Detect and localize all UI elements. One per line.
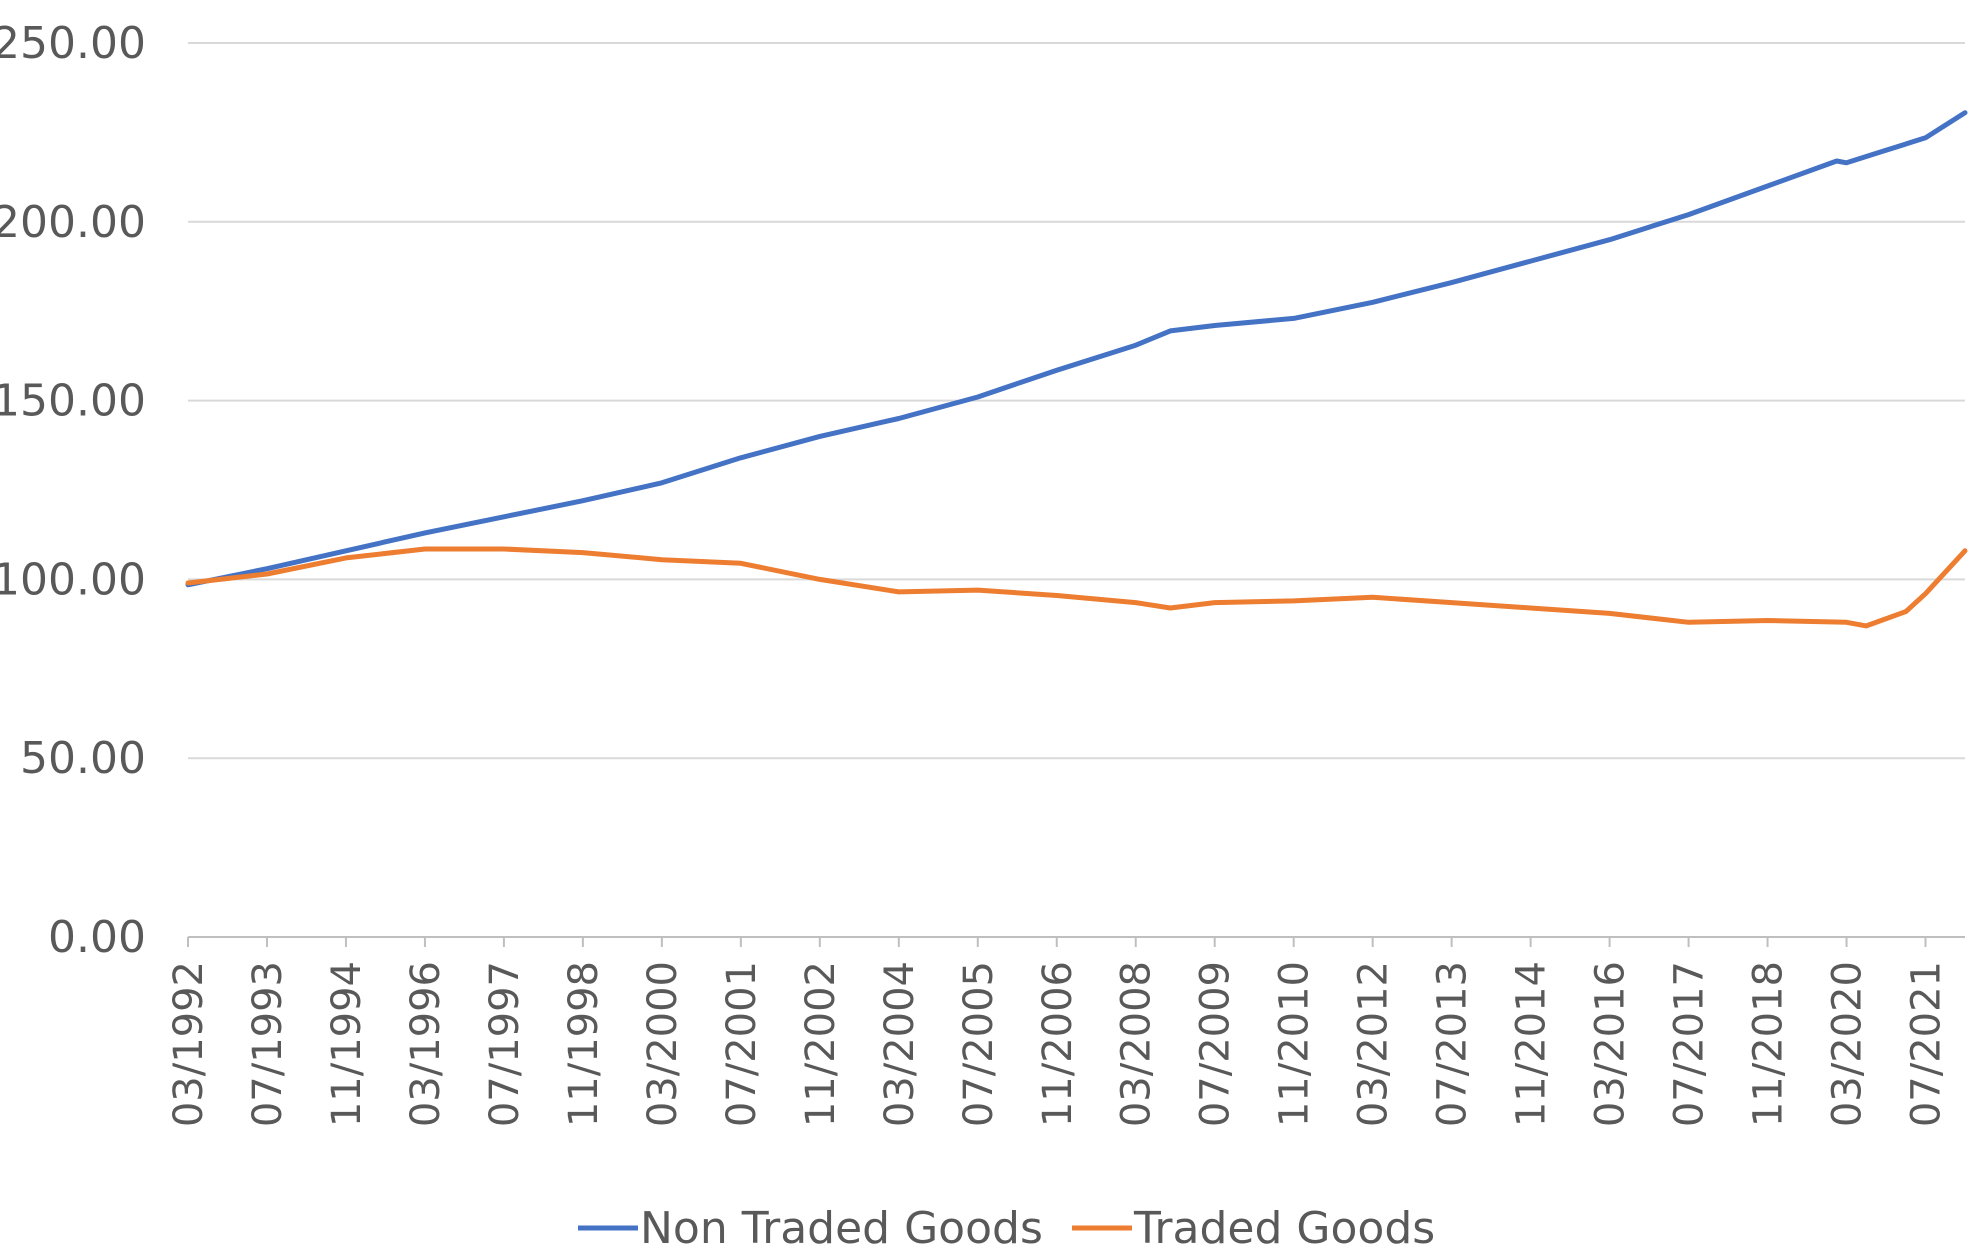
series-line-2: [185, 546, 1968, 629]
x-tick-label: 03/2016: [1588, 961, 1634, 1127]
x-tick-label: 07/1993: [245, 961, 291, 1127]
y-tick-label: 150.00: [0, 376, 146, 427]
x-tick-label: 07/1997: [482, 961, 528, 1127]
x-tick-label: 07/2009: [1193, 961, 1239, 1127]
y-axis-tick-labels: 0.00 50.00 100.00 150.00 200.00 250.00: [0, 18, 146, 963]
legend-label: Traded Goods: [1133, 1203, 1435, 1253]
x-tick-label: 11/2006: [1035, 961, 1081, 1127]
x-tick-label: 03/2012: [1351, 961, 1397, 1127]
x-tick-label: 11/2010: [1272, 961, 1318, 1127]
x-tick-label: 03/1996: [403, 961, 449, 1127]
x-tick-label: 11/1994: [324, 961, 370, 1127]
x-tick-label: 03/2020: [1825, 961, 1871, 1127]
x-tick-label: 03/2004: [877, 961, 923, 1127]
x-tick-label: 03/1992: [166, 961, 212, 1127]
x-tick-label: 07/2021: [1904, 961, 1950, 1127]
y-tick-label: 250.00: [0, 18, 146, 69]
x-tick-label: 11/2014: [1509, 961, 1555, 1127]
x-tick-label: 03/2000: [640, 961, 686, 1127]
y-tick-label: 100.00: [0, 554, 146, 605]
x-tick-label: 11/2002: [798, 961, 844, 1127]
x-axis-ticks: 03/1992 07/1993 11/1994 03/1996 07/1997 11/19…: [166, 937, 1950, 1127]
x-tick-label: 07/2001: [719, 961, 765, 1127]
x-tick-label: 03/2008: [1114, 961, 1160, 1127]
y-tick-label: 50.00: [20, 733, 146, 784]
x-tick-label: 07/2013: [1430, 961, 1476, 1127]
legend: Non Traded Goods Traded Goods: [578, 1203, 1435, 1253]
series-line-1: [185, 110, 1968, 588]
x-tick-label: 07/2017: [1667, 961, 1713, 1127]
x-tick-label: 07/2005: [956, 961, 1002, 1127]
legend-label: Non Traded Goods: [640, 1203, 1043, 1253]
series-lines: [185, 110, 1968, 629]
grid-lines: [188, 42, 1965, 760]
y-tick-label: 0.00: [48, 912, 146, 963]
x-tick-label: 11/2018: [1746, 961, 1792, 1127]
y-tick-label: 200.00: [0, 197, 146, 248]
x-tick-label: 11/1998: [561, 961, 607, 1127]
